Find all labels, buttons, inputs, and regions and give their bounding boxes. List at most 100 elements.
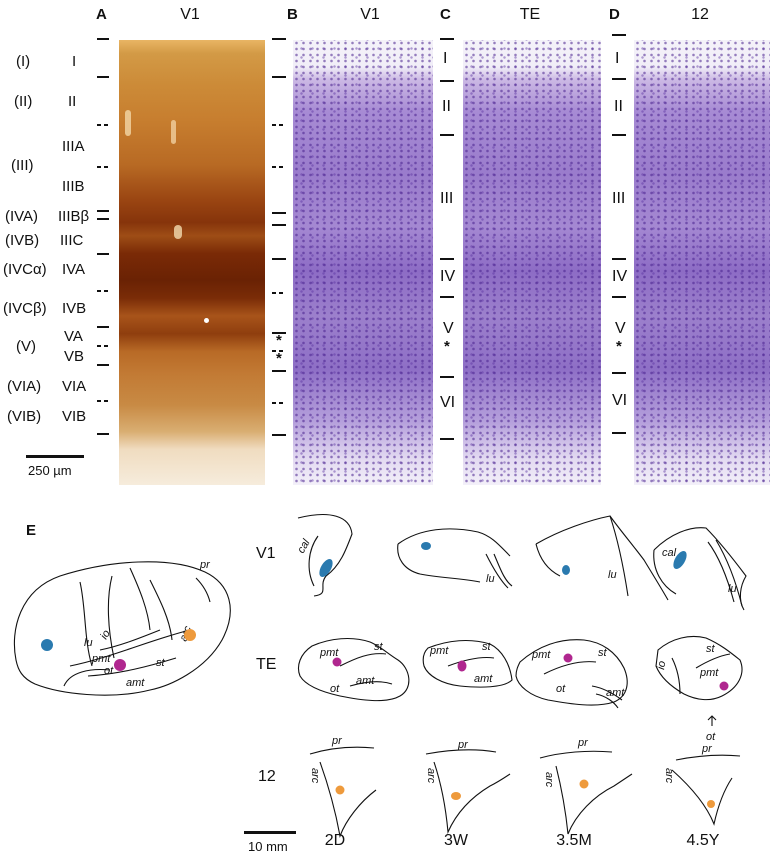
- ruler-d-tick: [612, 372, 626, 374]
- sulcus-ot-35m: ot: [556, 683, 566, 695]
- area12-nissl-section: [634, 40, 770, 485]
- age-label-35m: 3.5M: [556, 832, 592, 849]
- sulcus-pr-2d: pr: [331, 735, 343, 747]
- layer-old-1: (I): [16, 53, 31, 70]
- sulcus-st-3w: st: [482, 641, 492, 653]
- v1-marker-brain: [41, 639, 53, 651]
- ruler-b-tick: [272, 38, 286, 40]
- ruler-c-tick: [440, 438, 454, 440]
- ruler-b-tick: [272, 370, 286, 372]
- asterisk-b1: *: [276, 332, 282, 349]
- panel-letter-c: C: [440, 6, 451, 23]
- layer-new-5: IIIBβ: [58, 208, 90, 225]
- io-sulcus: [107, 575, 115, 659]
- amt-sulcus: [87, 657, 177, 677]
- panel-title-b: V1: [360, 6, 380, 23]
- layer-old-5: (IVB): [5, 232, 40, 249]
- layer-new-4: IIIB: [62, 178, 85, 195]
- ruler-b-tick: [272, 76, 286, 78]
- layer-new-9: VA: [64, 328, 83, 345]
- ruler-b-dash: [272, 166, 286, 168]
- v1-nissl-section: [293, 40, 433, 485]
- area12-marker-brain: [184, 629, 196, 641]
- te-marker-2d: [332, 657, 342, 667]
- v1-marker-3w: [421, 542, 431, 550]
- v1-marker-35m: [562, 565, 570, 575]
- ruler-d-tick: [612, 34, 626, 36]
- asterisk-b2: *: [276, 350, 282, 367]
- panel-title-d: 12: [691, 6, 709, 23]
- sulcus-lu-45y: lu: [728, 583, 737, 595]
- ruler-b-dash: [272, 402, 286, 404]
- panel-title-c: TE: [519, 6, 541, 23]
- sulcus-pr-3w: pr: [457, 739, 469, 751]
- layer-old-8: (V): [16, 338, 36, 355]
- ruler-a-dash: [97, 345, 111, 347]
- ruler-d-tick: [612, 432, 626, 434]
- ruler-b-dash: [272, 292, 286, 294]
- sulcus-st-brain: st: [156, 657, 166, 669]
- ruler-a-tick: [97, 76, 109, 78]
- ruler-d-tick: [612, 258, 626, 260]
- sulcus-cal-45y: cal: [662, 547, 677, 559]
- ruler-b-tick: [272, 224, 286, 226]
- sulcus-ot-45y: ot: [706, 731, 716, 743]
- layer-c-5: V: [443, 320, 454, 337]
- te-marker-3w: [457, 660, 467, 672]
- layer-c-6: VI: [440, 394, 456, 411]
- ruler-b-tick: [272, 212, 286, 214]
- scale-bar-250um: [26, 455, 84, 458]
- layer-d-2: II: [614, 98, 623, 115]
- scale-label-250um: 250 µm: [28, 463, 72, 478]
- te-nissl-section: [463, 40, 601, 485]
- ruler-a-tick: [97, 218, 109, 220]
- ruler-a-dash: [97, 166, 111, 168]
- age-label-2d: 2D: [324, 832, 346, 849]
- ruler-a-tick: [97, 253, 109, 255]
- ruler-c-tick: [440, 134, 454, 136]
- sulcus-pr-45y: pr: [701, 743, 713, 755]
- layer-d-3: III: [612, 190, 626, 207]
- area12-marker-3w: [451, 792, 461, 800]
- layer-new-6: IIIC: [60, 232, 84, 249]
- layer-old-6: (IVCα): [3, 261, 47, 278]
- layer-new-7: IVA: [62, 261, 86, 278]
- scale-label-10mm: 10 mm: [248, 839, 288, 854]
- sulcus-amt-brain: amt: [126, 677, 145, 689]
- layer-new-2: II: [68, 93, 77, 110]
- sulcus-arc-35m: arc: [543, 772, 555, 788]
- sulcus-st-2d: st: [374, 641, 384, 653]
- layer-d-4: IV: [612, 268, 628, 285]
- asterisk-d: *: [616, 338, 622, 355]
- te-marker-35m: [563, 653, 573, 663]
- layer-new-8: IVB: [62, 300, 87, 317]
- area12-marker-35m: [579, 779, 589, 789]
- layer-old-3: (III): [11, 157, 34, 174]
- ruler-b-dash: [272, 124, 286, 126]
- layer-old-4: (IVA): [5, 208, 39, 225]
- sulcus-ot-2d: ot: [330, 683, 340, 695]
- st-sulcus: [69, 629, 191, 667]
- ruler-a-tick: [97, 433, 109, 435]
- area12-marker-45y: [707, 800, 715, 808]
- ruler-d-tick: [612, 134, 626, 136]
- ruler-a-tick: [97, 326, 109, 328]
- panel-e-drawings: pr arc lu io pmt st ot amt cal lu lu cal…: [13, 514, 747, 839]
- layer-new-11: VIA: [62, 378, 87, 395]
- area12-marker-2d: [335, 785, 345, 795]
- panel-letter-d: D: [609, 6, 620, 23]
- row-label-te: TE: [256, 656, 277, 673]
- sulcus-pmt-brain: pmt: [91, 653, 111, 665]
- layer-d-6: VI: [612, 392, 628, 409]
- sulcus-pr-35m: pr: [577, 737, 589, 749]
- row-label-v1: V1: [256, 545, 276, 562]
- brain-outline: [13, 561, 231, 696]
- sulcus-amt-3w: amt: [474, 673, 493, 685]
- age-label-45y: 4.5Y: [686, 832, 720, 849]
- te-marker-brain: [114, 659, 126, 671]
- te-marker-45y: [719, 681, 729, 691]
- ruler-b-tick: [272, 332, 286, 334]
- ruler-c-tick: [440, 376, 454, 378]
- sulcus-amt-2d: amt: [356, 675, 375, 687]
- ruler-d-tick: [612, 296, 626, 298]
